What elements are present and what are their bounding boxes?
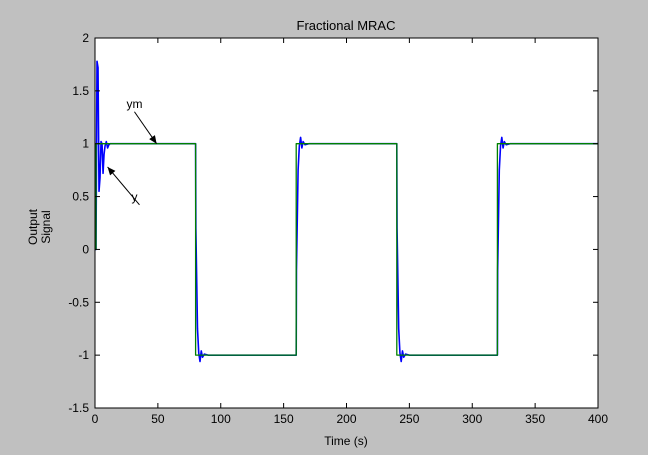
series-layer: [95, 60, 598, 363]
y-tick-label: -1: [78, 348, 89, 362]
annotation-arrow-head: [149, 135, 157, 144]
y-tick-label: -0.5: [68, 295, 89, 309]
annotation-layer: ym y: [107, 97, 158, 206]
series-ym-line: [95, 143, 598, 356]
y-tick-label: -1.5: [68, 401, 89, 415]
annotation-arrow-head: [107, 166, 116, 176]
x-tick-label: 350: [525, 412, 545, 426]
x-tick-label: 150: [274, 412, 294, 426]
y-axis-label-line1: Output: [26, 208, 40, 245]
plot-area: [95, 38, 598, 408]
y-tick-label: 0: [82, 242, 89, 256]
y-axis-label-line2: Signal: [39, 210, 53, 243]
x-tick-label: 200: [336, 412, 356, 426]
x-tick-label: 50: [151, 412, 165, 426]
x-tick-label: 300: [462, 412, 482, 426]
annotation-label-ym: ym: [126, 97, 142, 111]
annotation-label-y: y: [131, 190, 137, 204]
chart-title: Fractional MRAC: [297, 18, 396, 33]
x-tick-label: 400: [588, 412, 608, 426]
x-tick-label: 250: [399, 412, 419, 426]
y-tick-label: 2: [82, 31, 89, 45]
x-tick-label: 0: [92, 412, 99, 426]
y-tick-label: 1.5: [72, 84, 89, 98]
y-tick-label: 1: [82, 137, 89, 151]
x-axis-label: Time (s): [324, 434, 368, 448]
annotation-arrow-line: [107, 166, 140, 206]
tick-layer: 0 50 100 150 200 250 300 350 400 -1.5 -1 -0.5 0 0.5 1 1…: [68, 31, 608, 426]
x-tick-label: 100: [211, 412, 231, 426]
y-tick-label: 0.5: [72, 190, 89, 204]
